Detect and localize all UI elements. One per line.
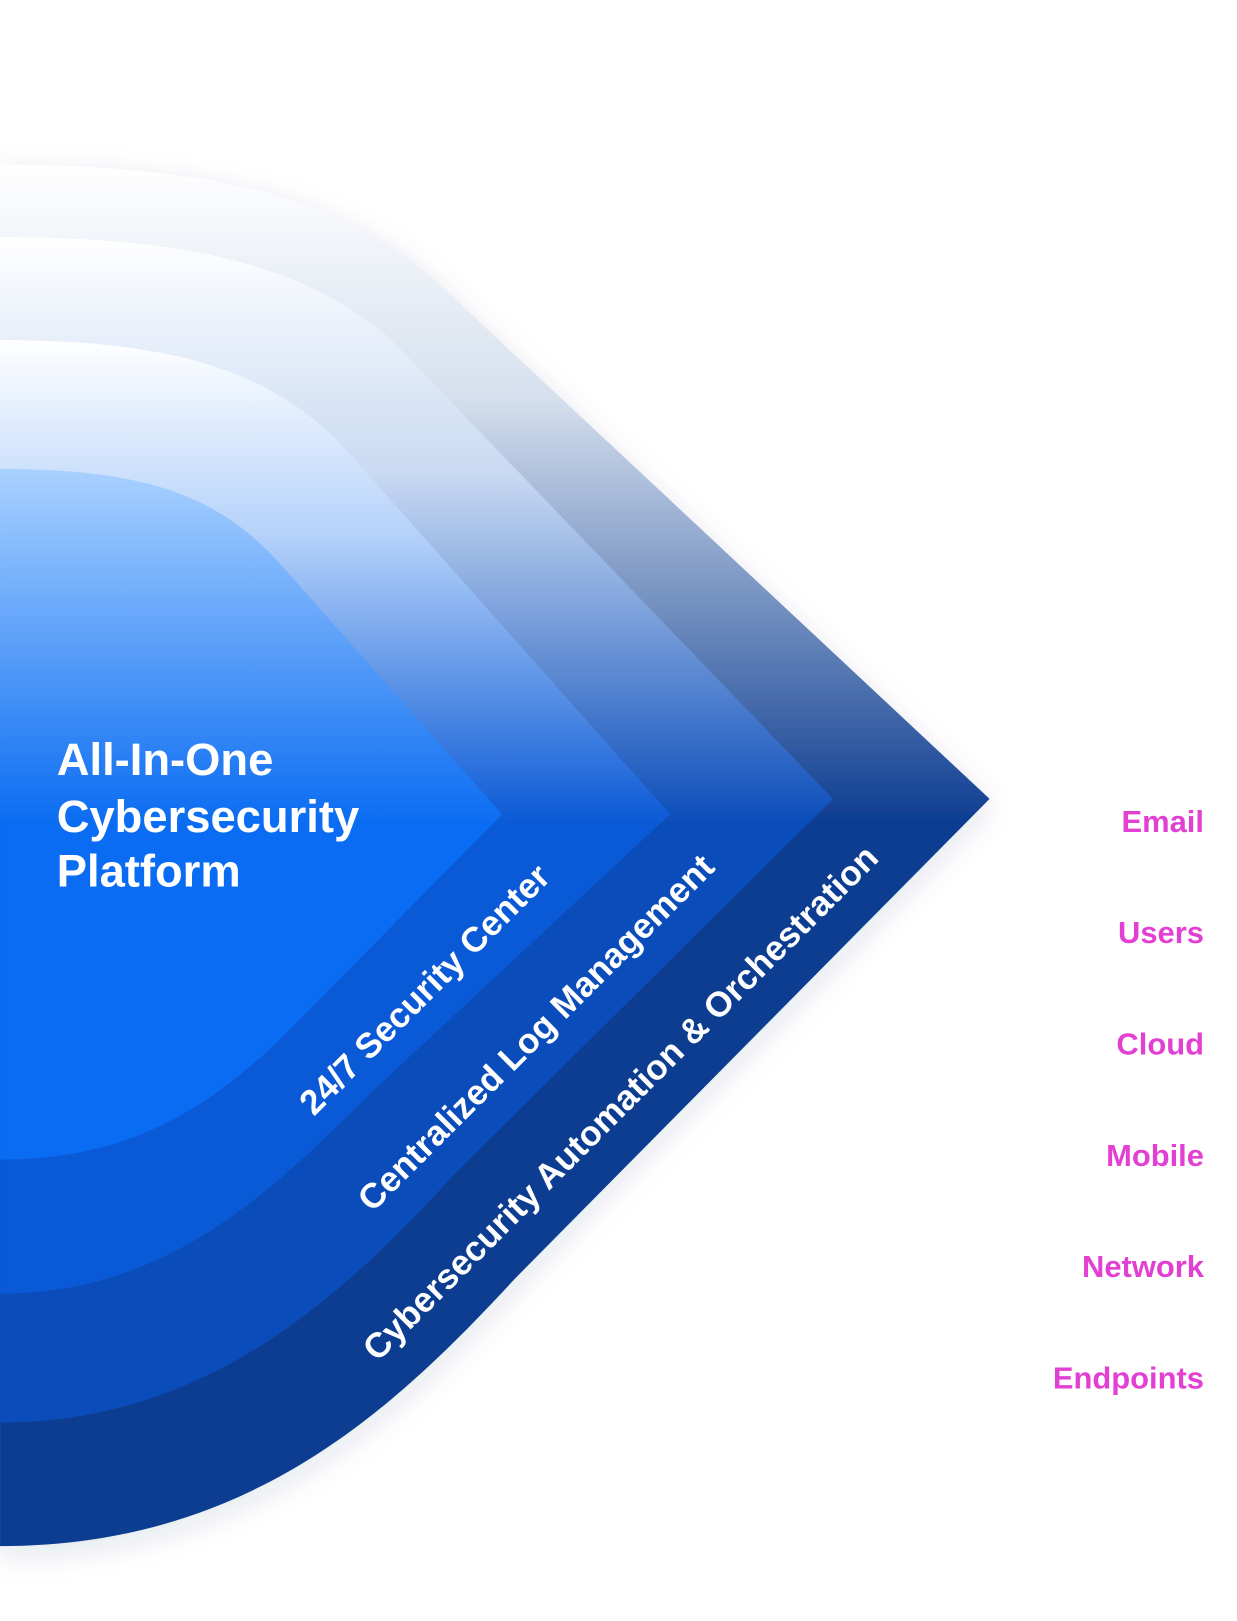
source-label: Cloud	[1116, 1026, 1204, 1061]
source-label: Network	[1082, 1249, 1205, 1284]
title-line: All-In-One	[57, 734, 274, 785]
title-line: Cybersecurity	[57, 791, 359, 842]
source-label: Users	[1118, 915, 1204, 950]
title-line: Platform	[57, 845, 241, 896]
source-label: Endpoints	[1053, 1360, 1204, 1395]
source-label: Mobile	[1106, 1138, 1204, 1173]
source-label: Email	[1122, 804, 1204, 839]
layer-shape	[0, 469, 503, 1160]
connector-lines	[399, 849, 1204, 1411]
